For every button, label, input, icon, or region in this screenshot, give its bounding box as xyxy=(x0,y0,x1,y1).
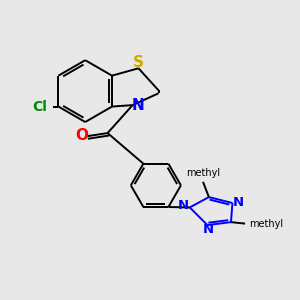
Text: N: N xyxy=(203,223,214,236)
Text: O: O xyxy=(76,128,88,142)
Text: methyl: methyl xyxy=(186,168,220,178)
Text: Cl: Cl xyxy=(32,100,47,114)
Text: S: S xyxy=(133,56,144,70)
Text: methyl: methyl xyxy=(249,219,283,229)
Text: N: N xyxy=(178,199,189,212)
Text: N: N xyxy=(233,196,244,209)
Text: N: N xyxy=(131,98,144,112)
